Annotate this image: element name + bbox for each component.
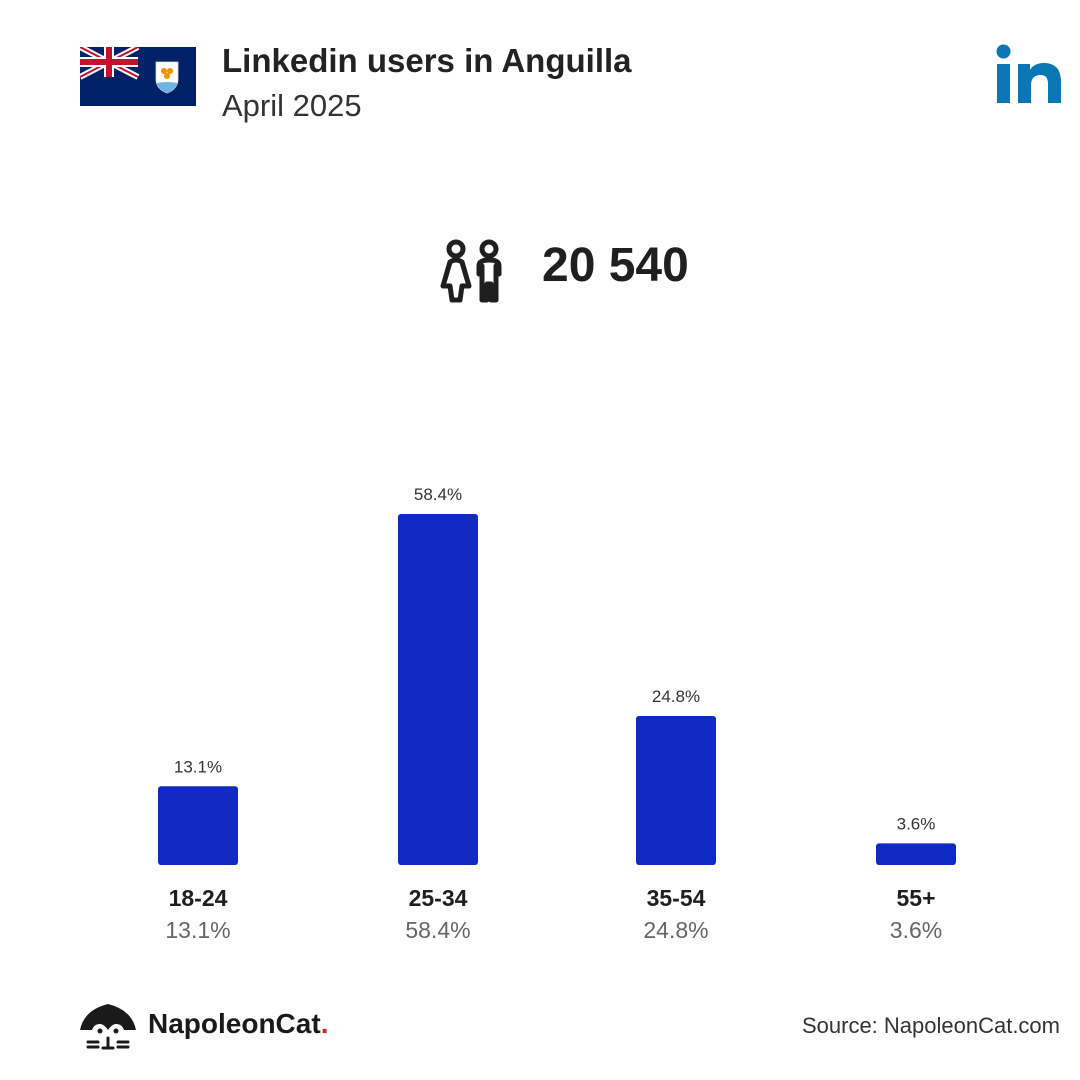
category-value-label: 24.8%: [643, 917, 708, 943]
brand-dot: .: [320, 1008, 329, 1039]
total-users: 20 540: [542, 239, 689, 292]
category-value-label: 3.6%: [890, 917, 942, 943]
napoleoncat-logo-icon: [80, 1004, 136, 1050]
bar-35-54: [636, 715, 716, 865]
bar-55+: [876, 843, 956, 865]
category-label: 25-34: [409, 885, 468, 911]
linkedin-logo-icon: [996, 44, 1061, 103]
brand-text: NapoleonCat: [148, 1008, 321, 1039]
page-subtitle: April 2025: [222, 88, 362, 123]
page-title: Linkedin users in Anguilla: [222, 42, 632, 79]
category-label: 55+: [896, 885, 935, 911]
brand-name: NapoleonCat.: [148, 1008, 328, 1040]
category-value-label: 13.1%: [165, 917, 230, 943]
bar-value-label: 3.6%: [897, 814, 936, 833]
anguilla-flag-icon: [80, 47, 196, 106]
source-text: Source: NapoleonCat.com: [801, 1013, 1060, 1038]
category-label: 18-24: [169, 885, 228, 911]
category-label: 35-54: [647, 885, 706, 911]
bar-18-24: [158, 786, 238, 865]
bar-value-label: 13.1%: [174, 757, 222, 776]
bar-value-label: 24.8%: [652, 687, 700, 706]
people-icon: [440, 239, 502, 303]
category-value-label: 58.4%: [405, 917, 470, 943]
age-bar-chart: 13.1% 18-24 13.1% 58.4% 25-34 58.4% 24.8% 35-54…: [158, 485, 956, 943]
bar-25-34: [398, 514, 478, 865]
bar-value-label: 58.4%: [414, 485, 462, 504]
